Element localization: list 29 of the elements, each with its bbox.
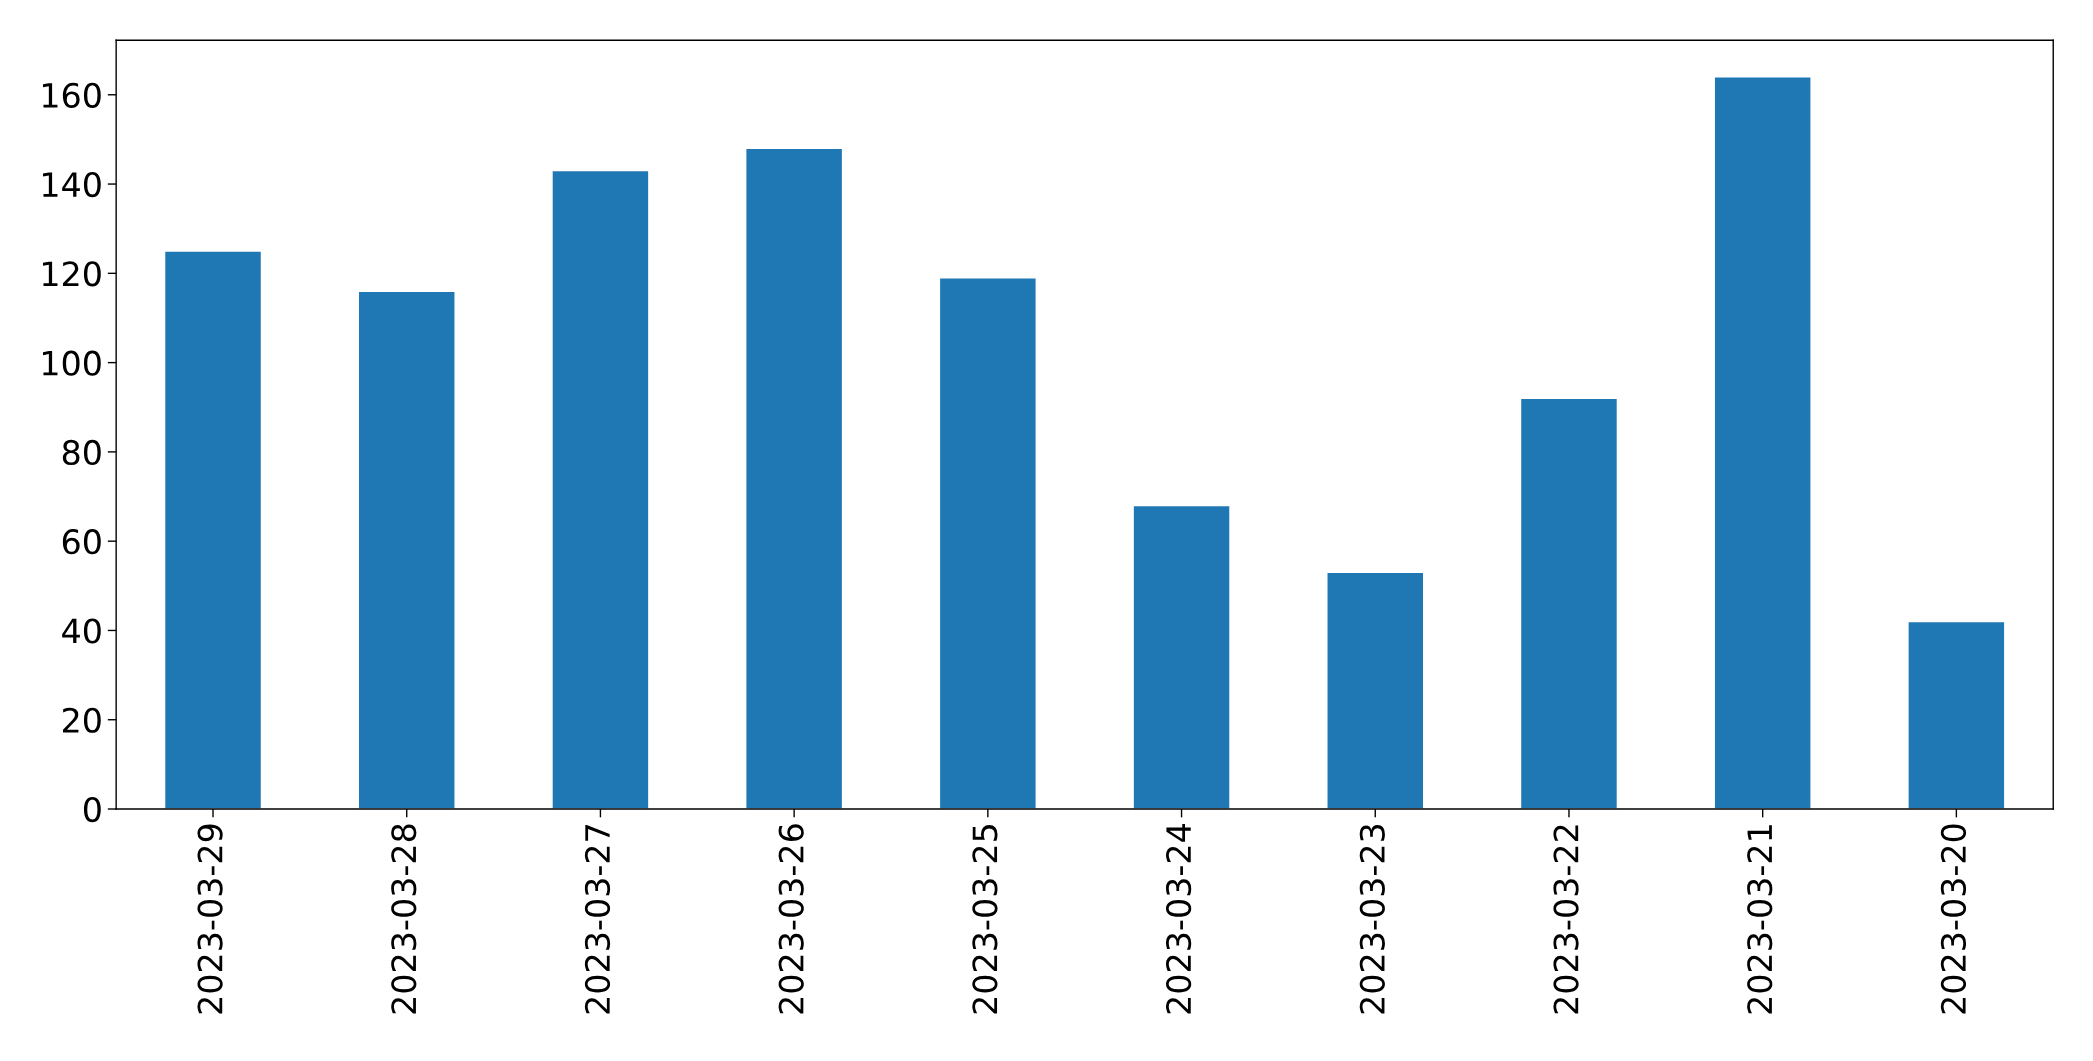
y-tick-label: 0 (83, 796, 101, 823)
bar (938, 277, 1037, 810)
x-tick-label: 2023-03-20 (1940, 824, 1967, 1014)
x-tick-label: 2023-03-27 (584, 825, 611, 1014)
y-tick-label: 20 (62, 707, 101, 733)
x-tick-label: 2023-03-28 (391, 824, 417, 1014)
x-tick-label: 2023-03-29 (197, 824, 223, 1014)
y-tick-label: 100 (43, 350, 101, 376)
x-tick-label: 2023-03-23 (1359, 824, 1385, 1014)
bar (1519, 397, 1619, 810)
x-tick-label: 2023-03-24 (1166, 824, 1192, 1014)
x-tick-label: 2023-03-21 (1747, 825, 1773, 1014)
bar (745, 147, 844, 810)
x-tick-label: 2023-03-26 (778, 824, 804, 1014)
bar (357, 290, 456, 810)
bar (163, 250, 263, 810)
x-tick-label: 2023-03-25 (972, 825, 998, 1014)
bar (1907, 620, 2006, 810)
y-tick-label: 120 (43, 261, 101, 287)
y-tick-label: 160 (43, 82, 101, 108)
bar (1132, 504, 1231, 810)
bar (1713, 76, 1812, 810)
y-tick-label: 60 (62, 529, 101, 555)
bar (551, 169, 650, 810)
bar (1326, 571, 1425, 810)
y-tick-label: 80 (62, 439, 101, 466)
y-tick-label: 40 (62, 618, 101, 644)
y-tick-label: 140 (43, 171, 101, 198)
x-tick-label: 2023-03-22 (1553, 825, 1579, 1014)
